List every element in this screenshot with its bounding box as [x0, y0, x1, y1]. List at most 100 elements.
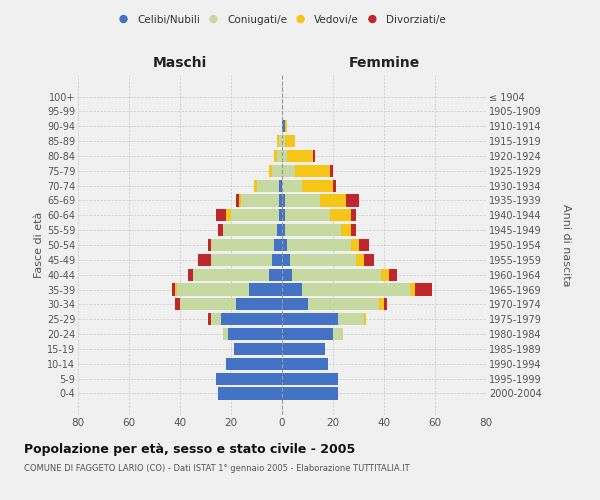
Bar — [282, 268, 292, 281]
Bar — [175, 284, 178, 296]
Bar — [282, 358, 328, 370]
Bar — [364, 254, 374, 266]
Bar — [175, 298, 180, 310]
Bar — [382, 268, 389, 281]
Bar — [280, 194, 282, 206]
Bar — [208, 239, 211, 251]
Bar — [292, 268, 382, 281]
Bar — [284, 120, 287, 132]
Bar — [188, 268, 193, 281]
Bar — [280, 209, 282, 222]
Bar — [313, 150, 315, 162]
Text: Femmine: Femmine — [349, 56, 419, 70]
Bar — [216, 372, 282, 384]
Bar — [284, 194, 320, 206]
Bar — [282, 135, 284, 147]
Bar — [290, 254, 356, 266]
Bar — [282, 164, 295, 177]
Bar — [282, 194, 284, 206]
Bar — [282, 372, 338, 384]
Bar — [282, 209, 284, 222]
Bar — [320, 194, 346, 206]
Bar — [211, 254, 272, 266]
Bar — [282, 180, 302, 192]
Bar — [211, 239, 274, 251]
Bar — [295, 164, 331, 177]
Bar — [284, 135, 295, 147]
Text: Popolazione per età, sesso e stato civile - 2005: Popolazione per età, sesso e stato civil… — [24, 442, 355, 456]
Bar — [364, 313, 366, 326]
Bar — [236, 194, 239, 206]
Bar — [277, 135, 280, 147]
Bar — [331, 164, 333, 177]
Bar — [282, 388, 338, 400]
Bar — [415, 284, 433, 296]
Bar — [218, 224, 223, 236]
Bar — [333, 180, 335, 192]
Y-axis label: Fasce di età: Fasce di età — [34, 212, 44, 278]
Bar — [239, 194, 241, 206]
Bar — [269, 268, 282, 281]
Bar — [257, 180, 280, 192]
Y-axis label: Anni di nascita: Anni di nascita — [561, 204, 571, 286]
Bar — [231, 209, 280, 222]
Bar — [272, 164, 282, 177]
Bar — [384, 298, 386, 310]
Bar — [269, 164, 272, 177]
Text: COMUNE DI FAGGETO LARIO (CO) - Dati ISTAT 1° gennaio 2005 - Elaborazione TUTTITA: COMUNE DI FAGGETO LARIO (CO) - Dati ISTA… — [24, 464, 410, 473]
Bar — [229, 328, 282, 340]
Bar — [282, 224, 284, 236]
Bar — [346, 194, 359, 206]
Bar — [280, 135, 282, 147]
Bar — [282, 343, 325, 355]
Bar — [178, 284, 249, 296]
Bar — [277, 150, 282, 162]
Bar — [359, 239, 369, 251]
Bar — [331, 209, 351, 222]
Bar — [287, 239, 351, 251]
Bar — [211, 313, 221, 326]
Bar — [223, 328, 229, 340]
Bar — [302, 180, 333, 192]
Bar — [351, 209, 356, 222]
Bar — [180, 298, 236, 310]
Bar — [221, 313, 282, 326]
Bar — [272, 254, 282, 266]
Bar — [274, 150, 277, 162]
Bar — [410, 284, 415, 296]
Bar — [226, 209, 231, 222]
Bar — [379, 298, 384, 310]
Bar — [254, 180, 257, 192]
Bar — [233, 343, 282, 355]
Bar — [280, 180, 282, 192]
Bar — [389, 268, 397, 281]
Bar — [351, 224, 356, 236]
Bar — [193, 268, 269, 281]
Bar — [236, 298, 282, 310]
Bar — [282, 150, 287, 162]
Bar — [333, 328, 343, 340]
Bar — [338, 313, 364, 326]
Bar — [216, 209, 226, 222]
Bar — [341, 224, 351, 236]
Bar — [218, 388, 282, 400]
Bar — [277, 224, 282, 236]
Bar — [226, 358, 282, 370]
Bar — [282, 239, 287, 251]
Bar — [308, 298, 379, 310]
Bar — [172, 284, 175, 296]
Bar — [284, 224, 341, 236]
Bar — [284, 209, 331, 222]
Text: Maschi: Maschi — [153, 56, 207, 70]
Bar — [198, 254, 211, 266]
Bar — [282, 313, 338, 326]
Bar — [282, 298, 308, 310]
Bar — [282, 284, 302, 296]
Bar — [282, 328, 333, 340]
Bar — [356, 254, 364, 266]
Bar — [241, 194, 280, 206]
Bar — [274, 239, 282, 251]
Bar — [223, 224, 277, 236]
Bar — [287, 150, 313, 162]
Bar — [351, 239, 359, 251]
